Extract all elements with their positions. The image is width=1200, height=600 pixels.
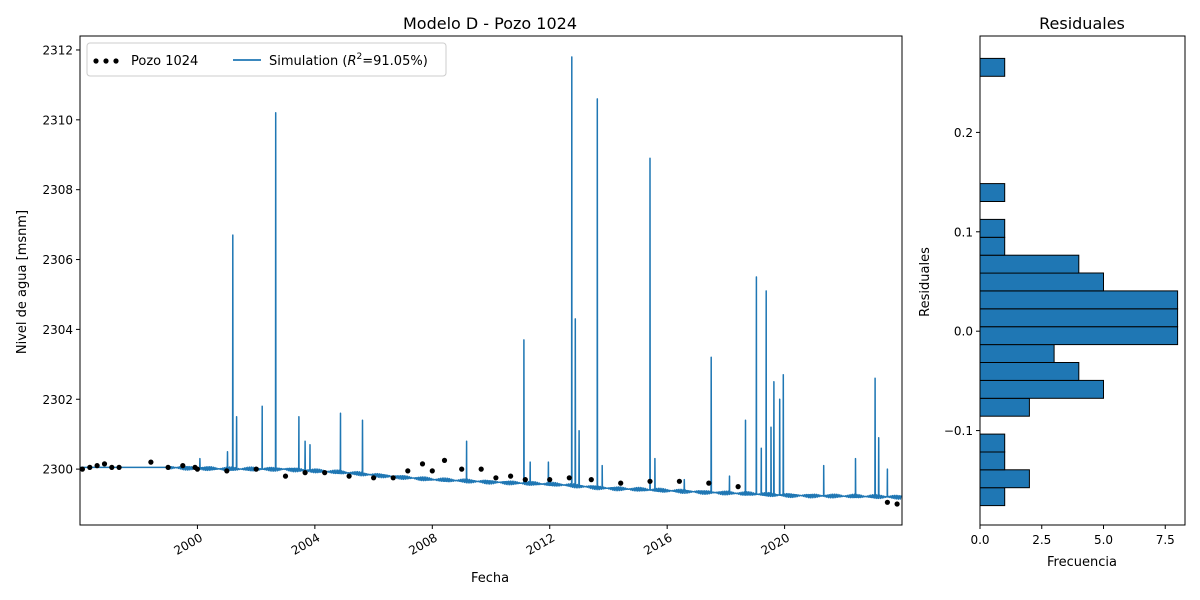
observed-point (346, 473, 352, 479)
observed-point (371, 475, 377, 481)
main-axes-frame (79, 35, 903, 526)
histogram-x-tick-label: 5.0 (1094, 533, 1113, 547)
observed-point (405, 468, 411, 474)
histogram-bar (979, 308, 1179, 328)
histogram-bar (979, 254, 1080, 274)
observed-point (109, 464, 115, 470)
observed-point (253, 466, 259, 472)
legend-box (86, 42, 447, 77)
histogram-y-tick-label: −0.1 (944, 424, 973, 438)
main-y-tick-label: 2302 (42, 393, 73, 407)
observed-point (390, 475, 396, 481)
observed-point (322, 470, 328, 476)
histogram-x-tick-label: 2.5 (1032, 533, 1051, 547)
histogram-bar (979, 326, 1179, 346)
main-y-tick-label: 2300 (42, 463, 73, 477)
histogram-bar (979, 469, 1030, 489)
histogram-y-tick-label: 0.2 (954, 126, 973, 140)
observed-point (522, 477, 528, 483)
observed-point (148, 459, 154, 465)
histogram-bar (979, 218, 1006, 238)
residuals-chart: Residuales 0.0 2.5 5.0 7.5 −0.1 0.0 0.1 0.2 Fr… (918, 14, 1186, 570)
main-x-axis-label: Fecha (471, 571, 509, 586)
observed-point (508, 473, 514, 479)
observed-point (224, 468, 230, 474)
observed-point (302, 470, 308, 476)
legend-simulation-label: Simulation (R2=91.05%) (269, 52, 428, 69)
histogram-bar (979, 183, 1006, 203)
observed-point (80, 466, 85, 472)
legend-observed-marker (93, 58, 119, 64)
observed-point (116, 464, 122, 470)
observed-point (165, 464, 171, 470)
histogram-bar (979, 290, 1179, 310)
histogram-bar (979, 433, 1006, 453)
legend-observed-label: Pozo 1024 (131, 54, 198, 69)
main-y-axis-ticks: 2300 2302 2304 2306 2308 2310 2312 (42, 43, 80, 477)
observed-point (618, 480, 624, 486)
observed-point (441, 457, 448, 463)
observed-point (180, 463, 186, 469)
observed-point (588, 477, 594, 483)
histogram-bar (979, 57, 1006, 77)
histogram-bars (979, 57, 1179, 507)
simulation-series (80, 56, 902, 500)
observed-point (429, 468, 435, 474)
histogram-x-axis-label: Frecuencia (1047, 555, 1117, 570)
histogram-y-tick-label: 0.0 (954, 325, 973, 339)
histogram-bar (979, 397, 1030, 417)
simulation-line (80, 56, 902, 500)
histogram-bar (979, 379, 1104, 399)
observed-point (419, 461, 426, 467)
histogram-bar (979, 362, 1080, 381)
histogram-y-axis-label: Residuales (918, 247, 933, 317)
main-y-tick-label: 2308 (42, 183, 73, 197)
observed-point (459, 466, 465, 472)
observed-point (706, 480, 712, 486)
observed-point (894, 501, 900, 507)
observed-point (101, 461, 108, 467)
histogram-axes-frame (979, 35, 1186, 526)
histogram-bar (979, 451, 1006, 471)
main-y-tick-label: 2310 (42, 113, 73, 127)
observed-point (478, 466, 484, 472)
observed-point (87, 464, 93, 470)
histogram-bar (979, 272, 1104, 292)
observed-point (547, 477, 553, 483)
observed-point (94, 463, 100, 469)
main-chart-title: Modelo D - Pozo 1024 (403, 14, 577, 33)
main-y-tick-label: 2306 (42, 253, 73, 267)
observed-point (647, 478, 653, 484)
residuals-chart-title: Residuales (1039, 14, 1125, 33)
histogram-x-axis-ticks: 0.0 2.5 5.0 7.5 (970, 525, 1175, 547)
main-y-tick-label: 2304 (42, 323, 73, 337)
main-y-axis-label: Nivel de agua [msnm] (15, 210, 30, 354)
observed-point (282, 473, 289, 479)
histogram-bar (979, 487, 1006, 507)
main-plot-area (80, 56, 902, 507)
histogram-x-tick-label: 0.0 (970, 533, 989, 547)
histogram-y-axis-ticks: −0.1 0.0 0.1 0.2 (944, 126, 980, 438)
observed-point (676, 478, 683, 484)
histogram-bar (979, 344, 1055, 364)
observed-point (735, 484, 741, 490)
observed-series (80, 457, 900, 507)
observed-point (493, 475, 499, 481)
observed-point (194, 466, 200, 472)
histogram-x-tick-label: 7.5 (1156, 533, 1175, 547)
main-y-tick-label: 2312 (42, 43, 73, 57)
main-chart: Modelo D - Pozo 1024 2000 2004 2008 2012 201… (15, 14, 903, 586)
observed-point (566, 475, 572, 481)
histogram-y-tick-label: 0.1 (954, 225, 973, 239)
legend: Pozo 1024 Simulation (R2=91.05%) (86, 42, 447, 77)
histogram-bar (979, 236, 1006, 256)
observed-point (884, 499, 891, 505)
